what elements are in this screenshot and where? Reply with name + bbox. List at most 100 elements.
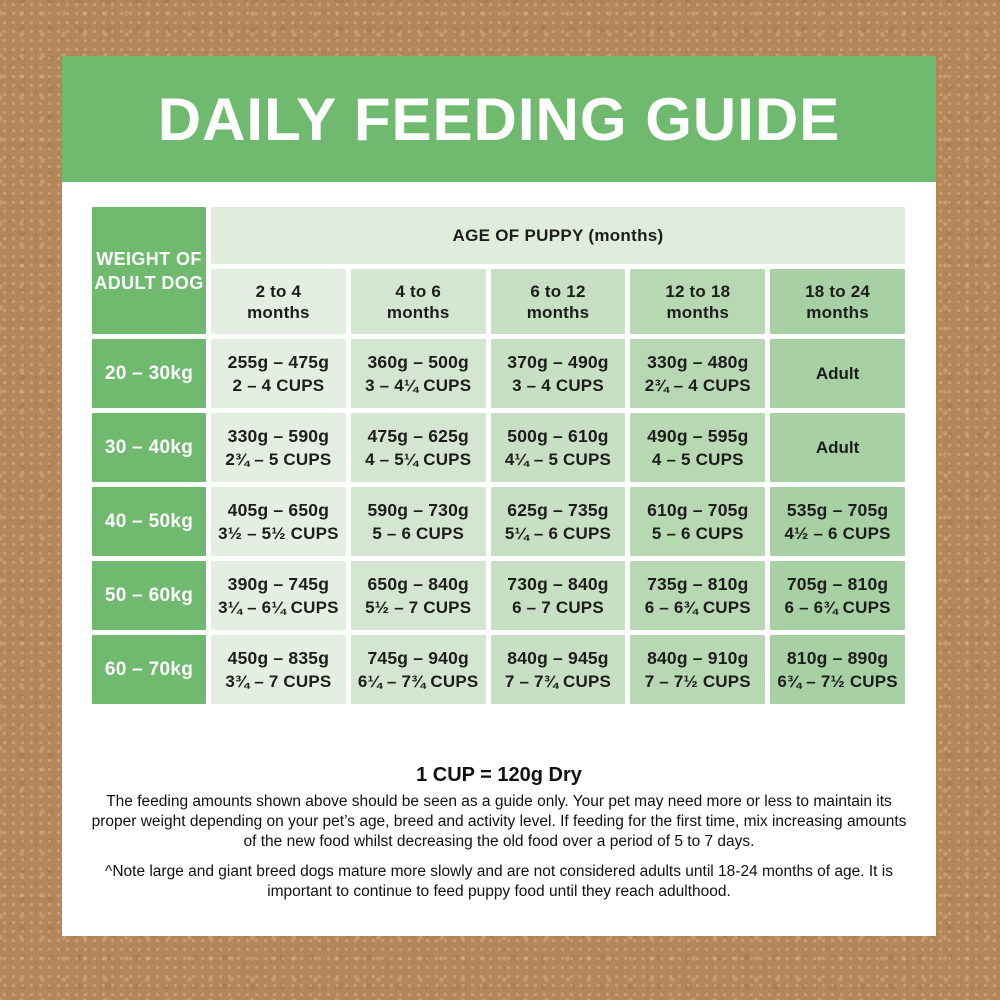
weight-range-cell: 60 – 70kg <box>92 635 206 704</box>
weight-range-cell: 50 – 60kg <box>92 561 206 630</box>
weight-range-cell: 30 – 40kg <box>92 413 206 482</box>
age-column-header: 12 to 18 months <box>630 269 766 334</box>
cups-range: 2¾ – 5 CUPS <box>225 449 332 469</box>
cups-range: 4½ – 6 CUPS <box>784 523 891 543</box>
age-unit-label: months <box>806 302 869 322</box>
cups-range: 5 – 6 CUPS <box>651 523 744 543</box>
grams-range: 500g – 610g <box>507 425 609 446</box>
cups-range: 7 – 7¾ CUPS <box>504 671 612 691</box>
page-title: DAILY FEEDING GUIDE <box>157 85 841 153</box>
age-unit-label: months <box>526 302 590 322</box>
grams-range: 475g – 625g <box>367 425 469 446</box>
grams-range: 610g – 705g <box>647 499 749 520</box>
feeding-amount-cell: 590g – 730g 5 – 6 CUPS <box>350 487 486 556</box>
weight-of-adult-dog-header: WEIGHT OF ADULT DOG <box>92 207 206 334</box>
cups-range: 3¼ – 6¼ CUPS <box>218 597 339 617</box>
grams-range: 810g – 890g <box>786 647 889 668</box>
grams-range: 360g – 500g <box>367 351 469 372</box>
cups-range: 5 – 6 CUPS <box>372 523 465 543</box>
cups-range: 6¼ – 7¾ CUPS <box>357 671 479 691</box>
grams-range: 390g – 745g <box>227 573 330 594</box>
grams-range: 255g – 475g <box>227 351 330 372</box>
cups-range: 5¼ – 6 CUPS <box>504 523 612 543</box>
age-range-label: 4 to 6 <box>395 281 441 301</box>
age-unit-label: months <box>386 302 450 322</box>
feeding-amount-cell: 810g – 890g 6¾ – 7½ CUPS <box>770 635 905 704</box>
feeding-amount-cell: 650g – 840g 5½ – 7 CUPS <box>350 561 486 630</box>
cups-range: 3¾ – 7 CUPS <box>225 671 332 691</box>
feeding-amount-cell: 705g – 810g 6 – 6¾ CUPS <box>770 561 905 630</box>
cups-range: 7 – 7½ CUPS <box>644 671 751 691</box>
age-unit-label: months <box>247 302 310 322</box>
grams-range: 735g – 810g <box>647 573 749 594</box>
feeding-amount-cell: 840g – 910g 7 – 7½ CUPS <box>630 635 766 704</box>
age-range-label: 12 to 18 <box>665 281 731 301</box>
title-banner: DAILY FEEDING GUIDE <box>62 56 936 182</box>
cups-range: 2 – 4 CUPS <box>232 375 325 395</box>
age-range-label: 18 to 24 <box>805 281 871 301</box>
adult-label: Adult <box>815 363 860 383</box>
feeding-amount-cell: Adult <box>770 339 905 408</box>
grams-range: 705g – 810g <box>786 573 889 594</box>
grams-range: 840g – 945g <box>507 647 609 668</box>
age-column-header: 18 to 24 months <box>770 269 905 334</box>
weight-range-cell: 40 – 50kg <box>92 487 206 556</box>
age-unit-label: months <box>666 302 730 322</box>
feeding-amount-cell: Adult <box>770 413 905 482</box>
grams-range: 450g – 835g <box>227 647 330 668</box>
feeding-table: WEIGHT OF ADULT DOG AGE OF PUPPY (months)… <box>92 207 905 704</box>
grams-range: 330g – 480g <box>647 351 749 372</box>
feeding-amount-cell: 450g – 835g 3¾ – 7 CUPS <box>211 635 346 704</box>
feeding-amount-cell: 490g – 595g 4 – 5 CUPS <box>630 413 766 482</box>
grams-range: 330g – 590g <box>227 425 330 446</box>
age-of-puppy-header: AGE OF PUPPY (months) <box>211 207 905 264</box>
feeding-amount-cell: 500g – 610g 4¼ – 5 CUPS <box>490 413 626 482</box>
feeding-amount-cell: 730g – 840g 6 – 7 CUPS <box>490 561 626 630</box>
feeding-amount-cell: 745g – 940g 6¼ – 7¾ CUPS <box>350 635 486 704</box>
adult-label: Adult <box>815 437 860 457</box>
cups-range: 6 – 7 CUPS <box>512 597 604 617</box>
grams-range: 370g – 490g <box>507 351 609 372</box>
grams-range: 840g – 910g <box>647 647 749 668</box>
cups-range: 3 – 4 CUPS <box>512 375 604 395</box>
feeding-amount-cell: 535g – 705g 4½ – 6 CUPS <box>770 487 905 556</box>
grams-range: 535g – 705g <box>786 499 889 520</box>
feeding-amount-cell: 255g – 475g 2 – 4 CUPS <box>211 339 346 408</box>
grams-range: 730g – 840g <box>507 573 609 594</box>
grams-range: 650g – 840g <box>367 573 469 594</box>
cups-range: 5½ – 7 CUPS <box>365 597 472 617</box>
feeding-amount-cell: 360g – 500g 3 – 4¼ CUPS <box>350 339 486 408</box>
feeding-amount-cell: 330g – 590g 2¾ – 5 CUPS <box>211 413 346 482</box>
feeding-amount-cell: 735g – 810g 6 – 6¾ CUPS <box>630 561 766 630</box>
grams-range: 745g – 940g <box>367 647 469 668</box>
age-column-header: 2 to 4 months <box>211 269 346 334</box>
breed-maturity-note: ^Note large and giant breed dogs mature … <box>105 863 893 900</box>
cups-range: 3 – 4¼ CUPS <box>365 375 472 395</box>
cups-range: 2¾ – 4 CUPS <box>644 375 751 395</box>
feeding-amount-cell: 390g – 745g 3¼ – 6¼ CUPS <box>211 561 346 630</box>
age-column-header: 4 to 6 months <box>350 269 486 334</box>
feeding-amount-cell: 330g – 480g 2¾ – 4 CUPS <box>630 339 766 408</box>
age-column-header: 6 to 12 months <box>490 269 626 334</box>
feeding-amount-cell: 840g – 945g 7 – 7¾ CUPS <box>490 635 626 704</box>
cups-range: 6 – 6¾ CUPS <box>644 597 751 617</box>
grams-range: 490g – 595g <box>647 425 749 446</box>
weight-range-cell: 20 – 30kg <box>92 339 206 408</box>
grams-range: 590g – 730g <box>367 499 469 520</box>
grams-range: 625g – 735g <box>507 499 609 520</box>
guidance-note: The feeding amounts shown above should b… <box>91 793 907 850</box>
cups-range: 6¾ – 7½ CUPS <box>777 671 898 691</box>
feeding-amount-cell: 405g – 650g 3½ – 5½ CUPS <box>211 487 346 556</box>
cups-range: 3½ – 5½ CUPS <box>218 523 339 543</box>
cups-range: 4 – 5 CUPS <box>651 449 744 469</box>
age-range-label: 6 to 12 <box>530 281 586 301</box>
feeding-amount-cell: 475g – 625g 4 – 5¼ CUPS <box>350 413 486 482</box>
feeding-guide-card: DAILY FEEDING GUIDE WEIGHT OF ADULT DOG A… <box>62 56 936 936</box>
cups-range: 4¼ – 5 CUPS <box>504 449 612 469</box>
cups-range: 4 – 5¼ CUPS <box>365 449 472 469</box>
cups-range: 6 – 6¾ CUPS <box>784 597 891 617</box>
feeding-amount-cell: 370g – 490g 3 – 4 CUPS <box>490 339 626 408</box>
grams-range: 405g – 650g <box>227 499 330 520</box>
cup-conversion-note: 1 CUP = 120g Dry <box>416 764 582 786</box>
